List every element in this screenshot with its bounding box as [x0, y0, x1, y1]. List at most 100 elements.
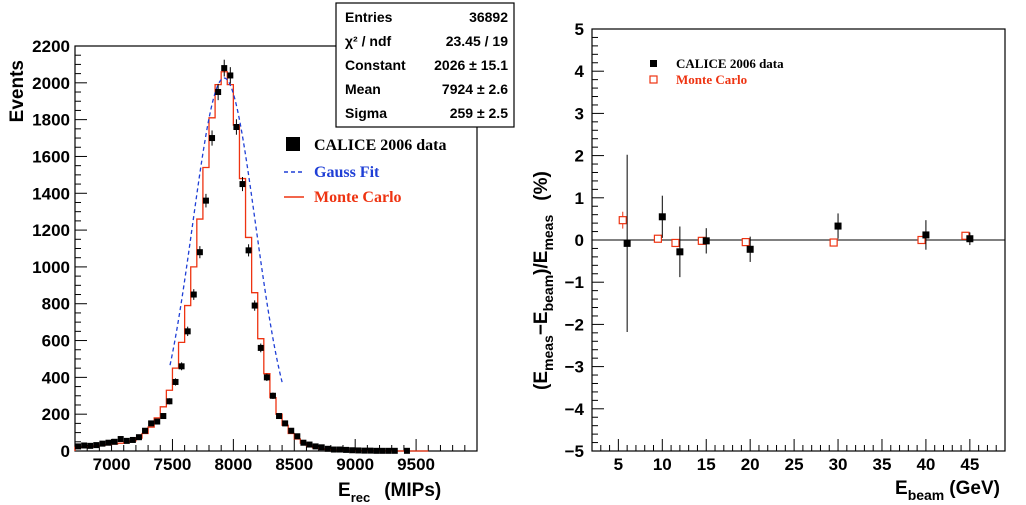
data-point [251, 302, 258, 309]
data-point [123, 437, 130, 444]
y-tick-label: 3 [575, 104, 584, 123]
stat-label: Mean [345, 81, 381, 97]
data-point [129, 436, 136, 443]
data-point [361, 447, 368, 454]
mc-point [741, 238, 750, 247]
y-tick-label: 0 [61, 442, 70, 461]
y-tick-label: 4 [575, 62, 585, 81]
stat-label: χ² / ndf [345, 33, 391, 49]
x-tick-label: 7500 [154, 455, 192, 474]
data-point [318, 444, 325, 451]
y-axis-title-part: (E [531, 371, 552, 390]
y-axis-title-part: meas [540, 335, 556, 371]
data-point [154, 418, 161, 425]
data-point [702, 237, 710, 245]
legend-data-marker [650, 60, 657, 67]
y-tick-label: 5 [575, 20, 584, 39]
x-axis-title-main: E [895, 478, 908, 499]
x-tick-label: 30 [829, 455, 848, 474]
data-point [135, 434, 142, 441]
data-point [379, 447, 386, 454]
data-point [294, 433, 301, 440]
stat-value: 23.45 / 19 [446, 33, 508, 49]
linearity-deviation-panel: 5 10 15 20 25 30 35 40 45−5−4−3−2−1012345(Emeas−… [531, 20, 1006, 503]
x-axis-title-unit: (MIPs) [384, 480, 441, 501]
y-tick-label: 800 [42, 295, 70, 314]
y-axis-title-part: meas [540, 215, 556, 251]
data-point [336, 446, 343, 453]
data-point [391, 447, 398, 454]
data-point [676, 248, 684, 256]
stat-value: 36892 [469, 9, 508, 25]
legend-data-label: CALICE 2006 data [314, 137, 446, 154]
mc-point [671, 238, 680, 248]
data-point [190, 291, 197, 298]
x-tick-label: 9500 [397, 455, 435, 474]
legend-mc-marker [649, 75, 658, 84]
data-point [142, 427, 149, 434]
data-point [373, 447, 380, 454]
y-tick-label: −4 [565, 400, 585, 419]
data-point [105, 439, 112, 446]
data-point [658, 213, 666, 221]
x-axis-title-sub: rec [351, 490, 371, 505]
data-point [257, 344, 264, 351]
x-axis-title: Erec (MIPs) [338, 480, 441, 505]
x-tick-label: 5 [614, 455, 623, 474]
y-axis-title-part: )/E [531, 251, 552, 275]
data-point [148, 420, 155, 427]
mc-point [618, 216, 627, 225]
y-tick-label: 1600 [32, 147, 70, 166]
y-tick-label: 1400 [32, 184, 70, 203]
data-point [233, 124, 240, 130]
y-tick-label: 1000 [32, 258, 70, 277]
data-point [215, 89, 222, 96]
data-point [282, 420, 289, 427]
data-point [343, 446, 350, 453]
y-tick-label: 1 [575, 189, 584, 208]
x-tick-label: 45 [960, 455, 979, 474]
y-tick-label: 2200 [32, 37, 70, 56]
data-point [746, 245, 754, 253]
x-tick-label: 25 [785, 455, 804, 474]
y-tick-label: 1200 [32, 221, 70, 240]
x-tick-label: 7000 [93, 455, 131, 474]
x-tick-label: 9000 [336, 455, 374, 474]
histogram-legend: CALICE 2006 data Gauss Fit Monte Carlo [284, 137, 446, 206]
data-point [276, 413, 283, 420]
data-point [403, 447, 410, 454]
data-point [922, 231, 930, 239]
data-point [288, 427, 295, 434]
data-point [269, 392, 276, 399]
legend-mc-label: Monte Carlo [676, 72, 747, 87]
data-point [209, 135, 216, 142]
stat-value: 259 ± 2.5 [450, 105, 508, 121]
data-point [324, 445, 331, 452]
x-tick-label: 35 [873, 455, 892, 474]
stat-value: 2026 ± 15.1 [434, 57, 508, 73]
data-point [160, 413, 167, 420]
data-point [834, 222, 842, 230]
stat-value: 7924 ± 2.6 [442, 81, 508, 97]
legend-data-marker [286, 137, 300, 151]
x-axis-title: Ebeam (GeV) [895, 478, 1000, 503]
y-axis-title: (Emeas−Ebeam)/Emeas(%) [531, 171, 556, 390]
stat-label: Entries [345, 9, 393, 25]
fit-stat-box: Entries 36892 χ² / ndf 23.45 / 19 Constant 20… [335, 2, 515, 128]
data-point [93, 442, 100, 449]
mc-point [829, 238, 838, 247]
x-tick-label: 8500 [275, 455, 313, 474]
legend-data-label: CALICE 2006 data [676, 56, 784, 71]
data-point [75, 443, 82, 450]
data-point [196, 249, 203, 256]
data-point [87, 442, 94, 449]
mc-point [917, 235, 926, 245]
data-point [184, 328, 191, 335]
y-tick-label: −2 [565, 315, 584, 334]
data-point [99, 440, 106, 447]
x-axis-title-unit: (GeV) [949, 478, 1000, 499]
mc-point [653, 234, 663, 243]
data-point [966, 235, 974, 243]
